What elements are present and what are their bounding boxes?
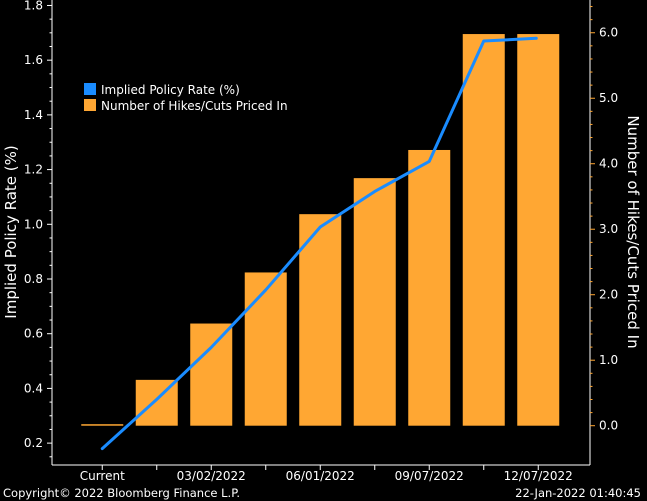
bar xyxy=(299,214,342,426)
legend-label-bars: Number of Hikes/Cuts Priced In xyxy=(101,99,288,113)
y-tick-label: 1.2 xyxy=(24,163,43,177)
y-tick-label: 1.4 xyxy=(24,108,43,122)
bar xyxy=(81,424,124,426)
legend: Implied Policy Rate (%) Number of Hikes/… xyxy=(84,83,288,113)
series-line xyxy=(100,36,538,451)
bar xyxy=(190,323,233,426)
y2-axis-title: Number of Hikes/Cuts Priced In xyxy=(624,115,642,348)
bar xyxy=(462,34,505,426)
x-tick-label: 09/07/2022 xyxy=(395,469,464,483)
y-tick-label: 0.4 xyxy=(24,381,43,395)
y-tick-label: 1.0 xyxy=(24,217,43,231)
y-tick-label: 0.6 xyxy=(24,327,43,341)
bar xyxy=(408,149,451,426)
y2-tick-label: 2.0 xyxy=(599,288,618,302)
timestamp-text: 22-Jan-2022 01:40:45 xyxy=(515,486,641,500)
legend-swatch-line xyxy=(84,83,96,95)
legend-swatch-bars xyxy=(84,99,96,111)
y2-tick-label: 4.0 xyxy=(599,157,618,171)
bar xyxy=(353,178,396,426)
y2-tick-label: 0.0 xyxy=(599,419,618,433)
y-tick-label: 1.6 xyxy=(24,53,43,67)
copyright-text: Copyright© 2022 Bloomberg Finance L.P. xyxy=(3,486,240,500)
y-axis-title: Implied Policy Rate (%) xyxy=(2,145,20,318)
bar xyxy=(517,34,560,426)
x-ticks: Current 03/02/2022 06/01/2022 09/07/2022 12/… xyxy=(80,465,573,483)
y2-tick-label: 6.0 xyxy=(599,26,618,40)
line-group xyxy=(100,36,538,451)
left-ticks: 0.2 0.4 0.6 0.8 1.0 1.2 1.4 1.6 1.8 xyxy=(24,0,52,458)
y-tick-label: 0.2 xyxy=(24,436,43,450)
x-tick-label: 06/01/2022 xyxy=(286,469,355,483)
y2-tick-label: 3.0 xyxy=(599,222,618,236)
y-tick-label: 1.8 xyxy=(24,0,43,12)
right-ticks: 0.0 1.0 2.0 3.0 4.0 5.0 6.0 xyxy=(590,6,618,433)
legend-label-line: Implied Policy Rate (%) xyxy=(101,83,240,97)
axes-group xyxy=(51,0,591,466)
y2-tick-label: 1.0 xyxy=(599,353,618,367)
bar xyxy=(244,272,287,426)
x-tick-label: 03/02/2022 xyxy=(177,469,246,483)
bars-group xyxy=(81,34,560,426)
chart: 0.2 0.4 0.6 0.8 1.0 1.2 1.4 1.6 1.8 0.0 1.0 2.0 3.0… xyxy=(2,0,642,483)
y-tick-label: 0.8 xyxy=(24,272,43,286)
y2-tick-label: 5.0 xyxy=(599,91,618,105)
x-tick-label: Current xyxy=(80,469,125,483)
x-tick-label: 12/07/2022 xyxy=(504,469,573,483)
